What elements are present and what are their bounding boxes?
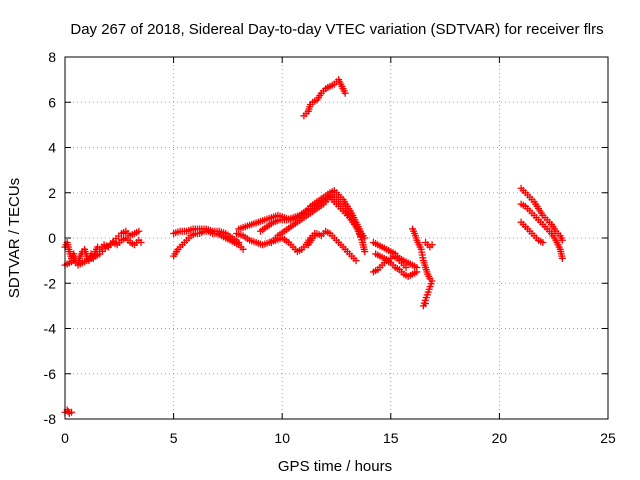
data-point xyxy=(352,257,360,265)
series-arc-16 xyxy=(517,218,547,247)
y-tick-label: -4 xyxy=(44,321,57,337)
x-tick-labels: 0 5 10 15 20 25 xyxy=(61,430,616,446)
data-point xyxy=(356,232,364,240)
y-tick-label: 4 xyxy=(48,140,56,156)
y-tick-label: 8 xyxy=(48,49,56,65)
y-axis-label: SDTVAR / TECUs xyxy=(6,178,23,298)
series-arc-11 xyxy=(369,257,421,280)
data-point xyxy=(428,241,436,249)
y-tick-label: 0 xyxy=(48,230,56,246)
data-point xyxy=(413,268,421,276)
data-point xyxy=(361,248,369,256)
data-point xyxy=(137,239,145,247)
series-arc-3 xyxy=(170,225,243,247)
data-point xyxy=(68,408,76,416)
series-arc-1 xyxy=(61,227,143,269)
y-tick-label: -6 xyxy=(44,366,57,382)
series-arc-9 xyxy=(300,76,349,120)
x-tick-label: 15 xyxy=(383,430,399,446)
y-tick-label: 6 xyxy=(48,94,56,110)
data-point xyxy=(539,239,547,247)
y-tick-label: 2 xyxy=(48,185,56,201)
data-point xyxy=(341,89,349,97)
x-tick-label: 0 xyxy=(61,430,69,446)
series-arc-13 xyxy=(409,225,436,310)
data-point xyxy=(422,300,430,308)
data-point xyxy=(235,239,243,247)
x-tick-label: 5 xyxy=(170,430,178,446)
data-points xyxy=(61,76,566,417)
data-point xyxy=(135,227,143,235)
series-arc-7 xyxy=(267,193,364,247)
y-tick-labels: -8 -6 -4 -2 0 2 4 6 8 xyxy=(44,49,57,427)
x-tick-label: 10 xyxy=(274,430,290,446)
data-point xyxy=(402,263,410,271)
series-arc-8 xyxy=(304,227,360,265)
series-arc-4 xyxy=(233,229,319,256)
y-tick-label: -8 xyxy=(44,411,57,427)
data-point xyxy=(558,236,566,244)
chart-title: Day 267 of 2018, Sidereal Day-to-day VTE… xyxy=(70,21,603,38)
series-arc-12 xyxy=(372,250,410,271)
series-outlier-start xyxy=(61,406,76,417)
data-point xyxy=(558,254,566,262)
x-axis-label: GPS time / hours xyxy=(278,458,392,475)
y-tick-label: -2 xyxy=(44,275,57,291)
axis-ticks xyxy=(64,56,609,420)
x-tick-label: 25 xyxy=(600,430,616,446)
series-arc-14 xyxy=(517,184,566,244)
series-arc-15 xyxy=(517,200,566,262)
data-point xyxy=(239,245,247,253)
x-tick-label: 20 xyxy=(492,430,508,446)
